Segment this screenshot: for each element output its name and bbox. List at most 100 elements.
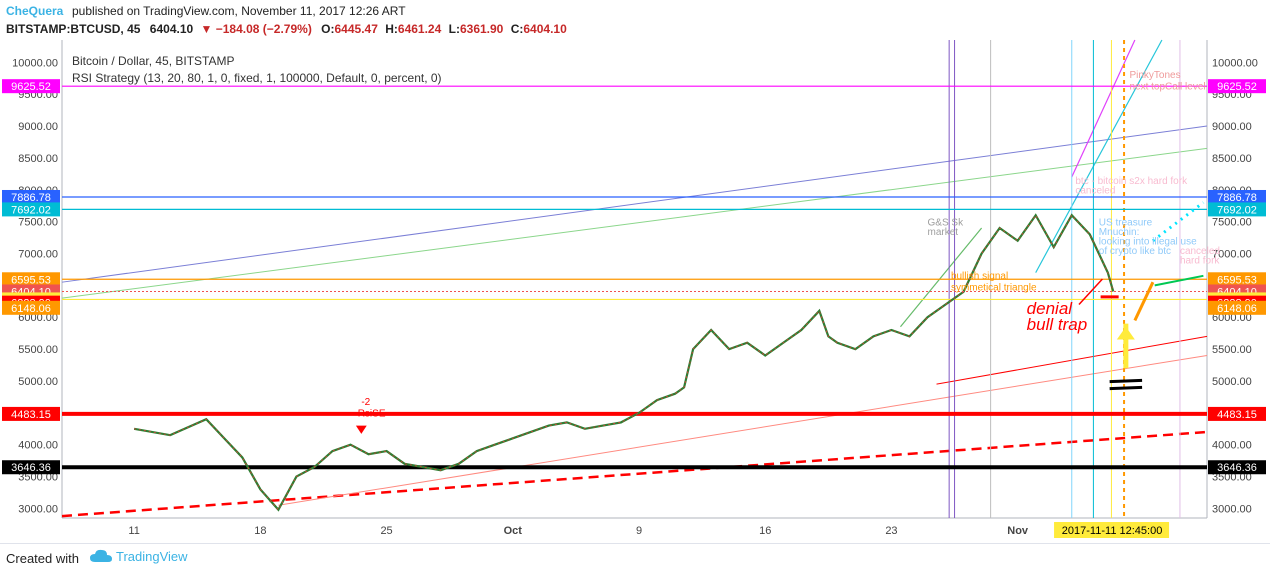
chart-annotation: bullish signal: [951, 271, 1008, 282]
low-label: L:: [448, 22, 460, 36]
y-tick-label-right: 5500.00: [1212, 344, 1252, 356]
red-pointer-arrow: [1078, 278, 1103, 306]
y-tick-label-left: 7500.00: [18, 217, 58, 229]
price-tag-right: [1208, 202, 1266, 217]
price-tag-left: [2, 406, 60, 421]
price-tag-left: [2, 300, 60, 315]
price-tag-right-label: 7692.02: [1217, 204, 1257, 216]
open-value: 6445.47: [334, 22, 378, 36]
ohlc-line: BITSTAMP:BTCUSD, 45 6404.10 ▼ −184.08 (−…: [6, 22, 567, 36]
chart-annotation: PinkyTones: [1129, 70, 1180, 81]
price-change: ▼ −184.08 (−2.79%): [200, 22, 312, 36]
y-tick-label-left: 3500.00: [18, 472, 58, 484]
price-tag-right-label: 6148.06: [1217, 303, 1257, 315]
price-tag-left: [2, 79, 60, 94]
chart-annotation: hard fork: [1180, 256, 1220, 267]
price-tag-left-label: 6148.06: [11, 303, 51, 315]
trend-line-red-thin: [278, 354, 1208, 506]
y-tick-label-right: 10000.00: [1212, 57, 1258, 69]
y-tick-label-right: 6000.00: [1212, 312, 1252, 324]
black-mark-bottom: [1109, 385, 1143, 391]
price-tag-right-label: 3646.36: [1217, 462, 1257, 474]
price-tag-right-label: 4483.15: [1217, 409, 1257, 421]
x-marker-label: 2017-11-11 12:45:00: [1062, 525, 1163, 537]
price-series-down-ticks: [134, 214, 1114, 511]
y-tick-label-left: 5000.00: [18, 376, 58, 388]
price-tag-right-label: 9625.52: [1217, 81, 1257, 93]
trend-line-green-short: [900, 227, 983, 328]
y-tick-label-right: 8500.00: [1212, 153, 1252, 165]
chart-annotation: canceled: [1075, 186, 1115, 197]
y-tick-label-right: 7500.00: [1212, 217, 1252, 229]
price-tag-right-label: 7886.78: [1217, 192, 1257, 204]
last-price: 6404.10: [149, 22, 194, 36]
chart-annotation: symmetical triangle: [951, 282, 1037, 293]
y-tick-label-left: 3000.00: [18, 503, 58, 515]
price-tag-right: [1208, 189, 1266, 204]
black-mark-top: [1109, 378, 1143, 384]
y-tick-label-left: 6000.00: [18, 312, 58, 324]
y-tick-label-right: 9000.00: [1212, 121, 1252, 133]
published-text: published on TradingView.com, November 1…: [72, 4, 406, 18]
x-tick-label: Oct: [504, 525, 523, 537]
yellow-arrow-head: [1116, 326, 1135, 340]
cloud-icon: [90, 549, 112, 562]
price-tag-left: [2, 460, 60, 475]
chart-annotation: denial: [1027, 299, 1074, 318]
x-tick-label: 11: [128, 525, 139, 537]
close-value: 6404.10: [523, 22, 567, 36]
trend-line-cyan: [1035, 39, 1163, 273]
chart-annotation: canceled: [1180, 246, 1220, 257]
chart-annotation: btc - bitcoin s2x hard fork: [1075, 176, 1188, 187]
trend-line-blue: [61, 125, 1208, 283]
strategy-legend[interactable]: RSI Strategy (13, 20, 80, 1, 0, fixed, 1…: [72, 71, 442, 85]
price-tag-right: [1208, 79, 1266, 94]
price-tag-right: [1208, 300, 1266, 315]
chart-annotation: next topCall level: [1129, 82, 1205, 93]
tradingview-brand: TradingView: [116, 549, 188, 564]
y-tick-label-right: 5000.00: [1212, 376, 1252, 388]
trend-line-red-dashed: [61, 430, 1208, 518]
series-legend[interactable]: Bitcoin / Dollar, 45, BITSTAMP: [72, 54, 235, 68]
y-tick-label-right: 7000.00: [1212, 249, 1252, 261]
x-tick-label: 9: [636, 525, 642, 537]
chart-annotation: market: [928, 227, 959, 238]
rsise-arrow-marker: [355, 425, 367, 434]
author-name[interactable]: CheQuera: [6, 4, 64, 18]
price-tag-right: [1208, 272, 1266, 287]
y-tick-label-left: 5500.00: [18, 344, 58, 356]
price-tag-left-label: 6595.53: [11, 274, 51, 286]
chart-annotation: looking into illegal use: [1099, 237, 1197, 248]
x-tick-label: 25: [380, 525, 392, 537]
open-label: O:: [321, 22, 335, 36]
trend-line-green: [61, 147, 1208, 299]
x-tick-label: 16: [759, 525, 771, 537]
y-tick-label-left: 9000.00: [18, 121, 58, 133]
x-tick-label: Nov: [1007, 525, 1029, 537]
green-arrow-low: [1154, 274, 1204, 287]
x-marker-bg: [1054, 522, 1170, 538]
y-tick-label-left: 4000.00: [18, 440, 58, 452]
price-tag-left-label: 9625.52: [11, 81, 51, 93]
price-chart[interactable]: 3000.00 3000.00 3500.00 3500.00 4000.00 4000.…: [0, 0, 1270, 543]
y-tick-label-left: 7000.00: [18, 249, 58, 261]
chart-annotation: RsiSE: [358, 409, 386, 420]
tradingview-logo[interactable]: TradingView: [90, 549, 188, 564]
chart-annotation: bull trap: [1027, 315, 1087, 334]
y-tick-label-right: 3500.00: [1212, 472, 1252, 484]
price-tag-left-label: 7886.78: [11, 192, 51, 204]
high-label: H:: [385, 22, 398, 36]
price-tag-left: [2, 189, 60, 204]
chart-annotation: G&S Sk: [928, 217, 965, 228]
price-tag-left-label: 3646.36: [11, 462, 51, 474]
chart-annotation: US treasure: [1099, 217, 1153, 228]
y-tick-label-left: 8500.00: [18, 153, 58, 165]
trend-line-magenta: [1071, 39, 1136, 178]
y-tick-label-right: 4000.00: [1212, 440, 1252, 452]
high-value: 6461.24: [397, 22, 442, 36]
orange-arrow: [1133, 281, 1155, 322]
y-tick-label-right: 3000.00: [1212, 503, 1252, 515]
price-tag-right: [1208, 406, 1266, 421]
price-tag-left: [2, 272, 60, 287]
low-value: 6361.90: [459, 22, 504, 36]
